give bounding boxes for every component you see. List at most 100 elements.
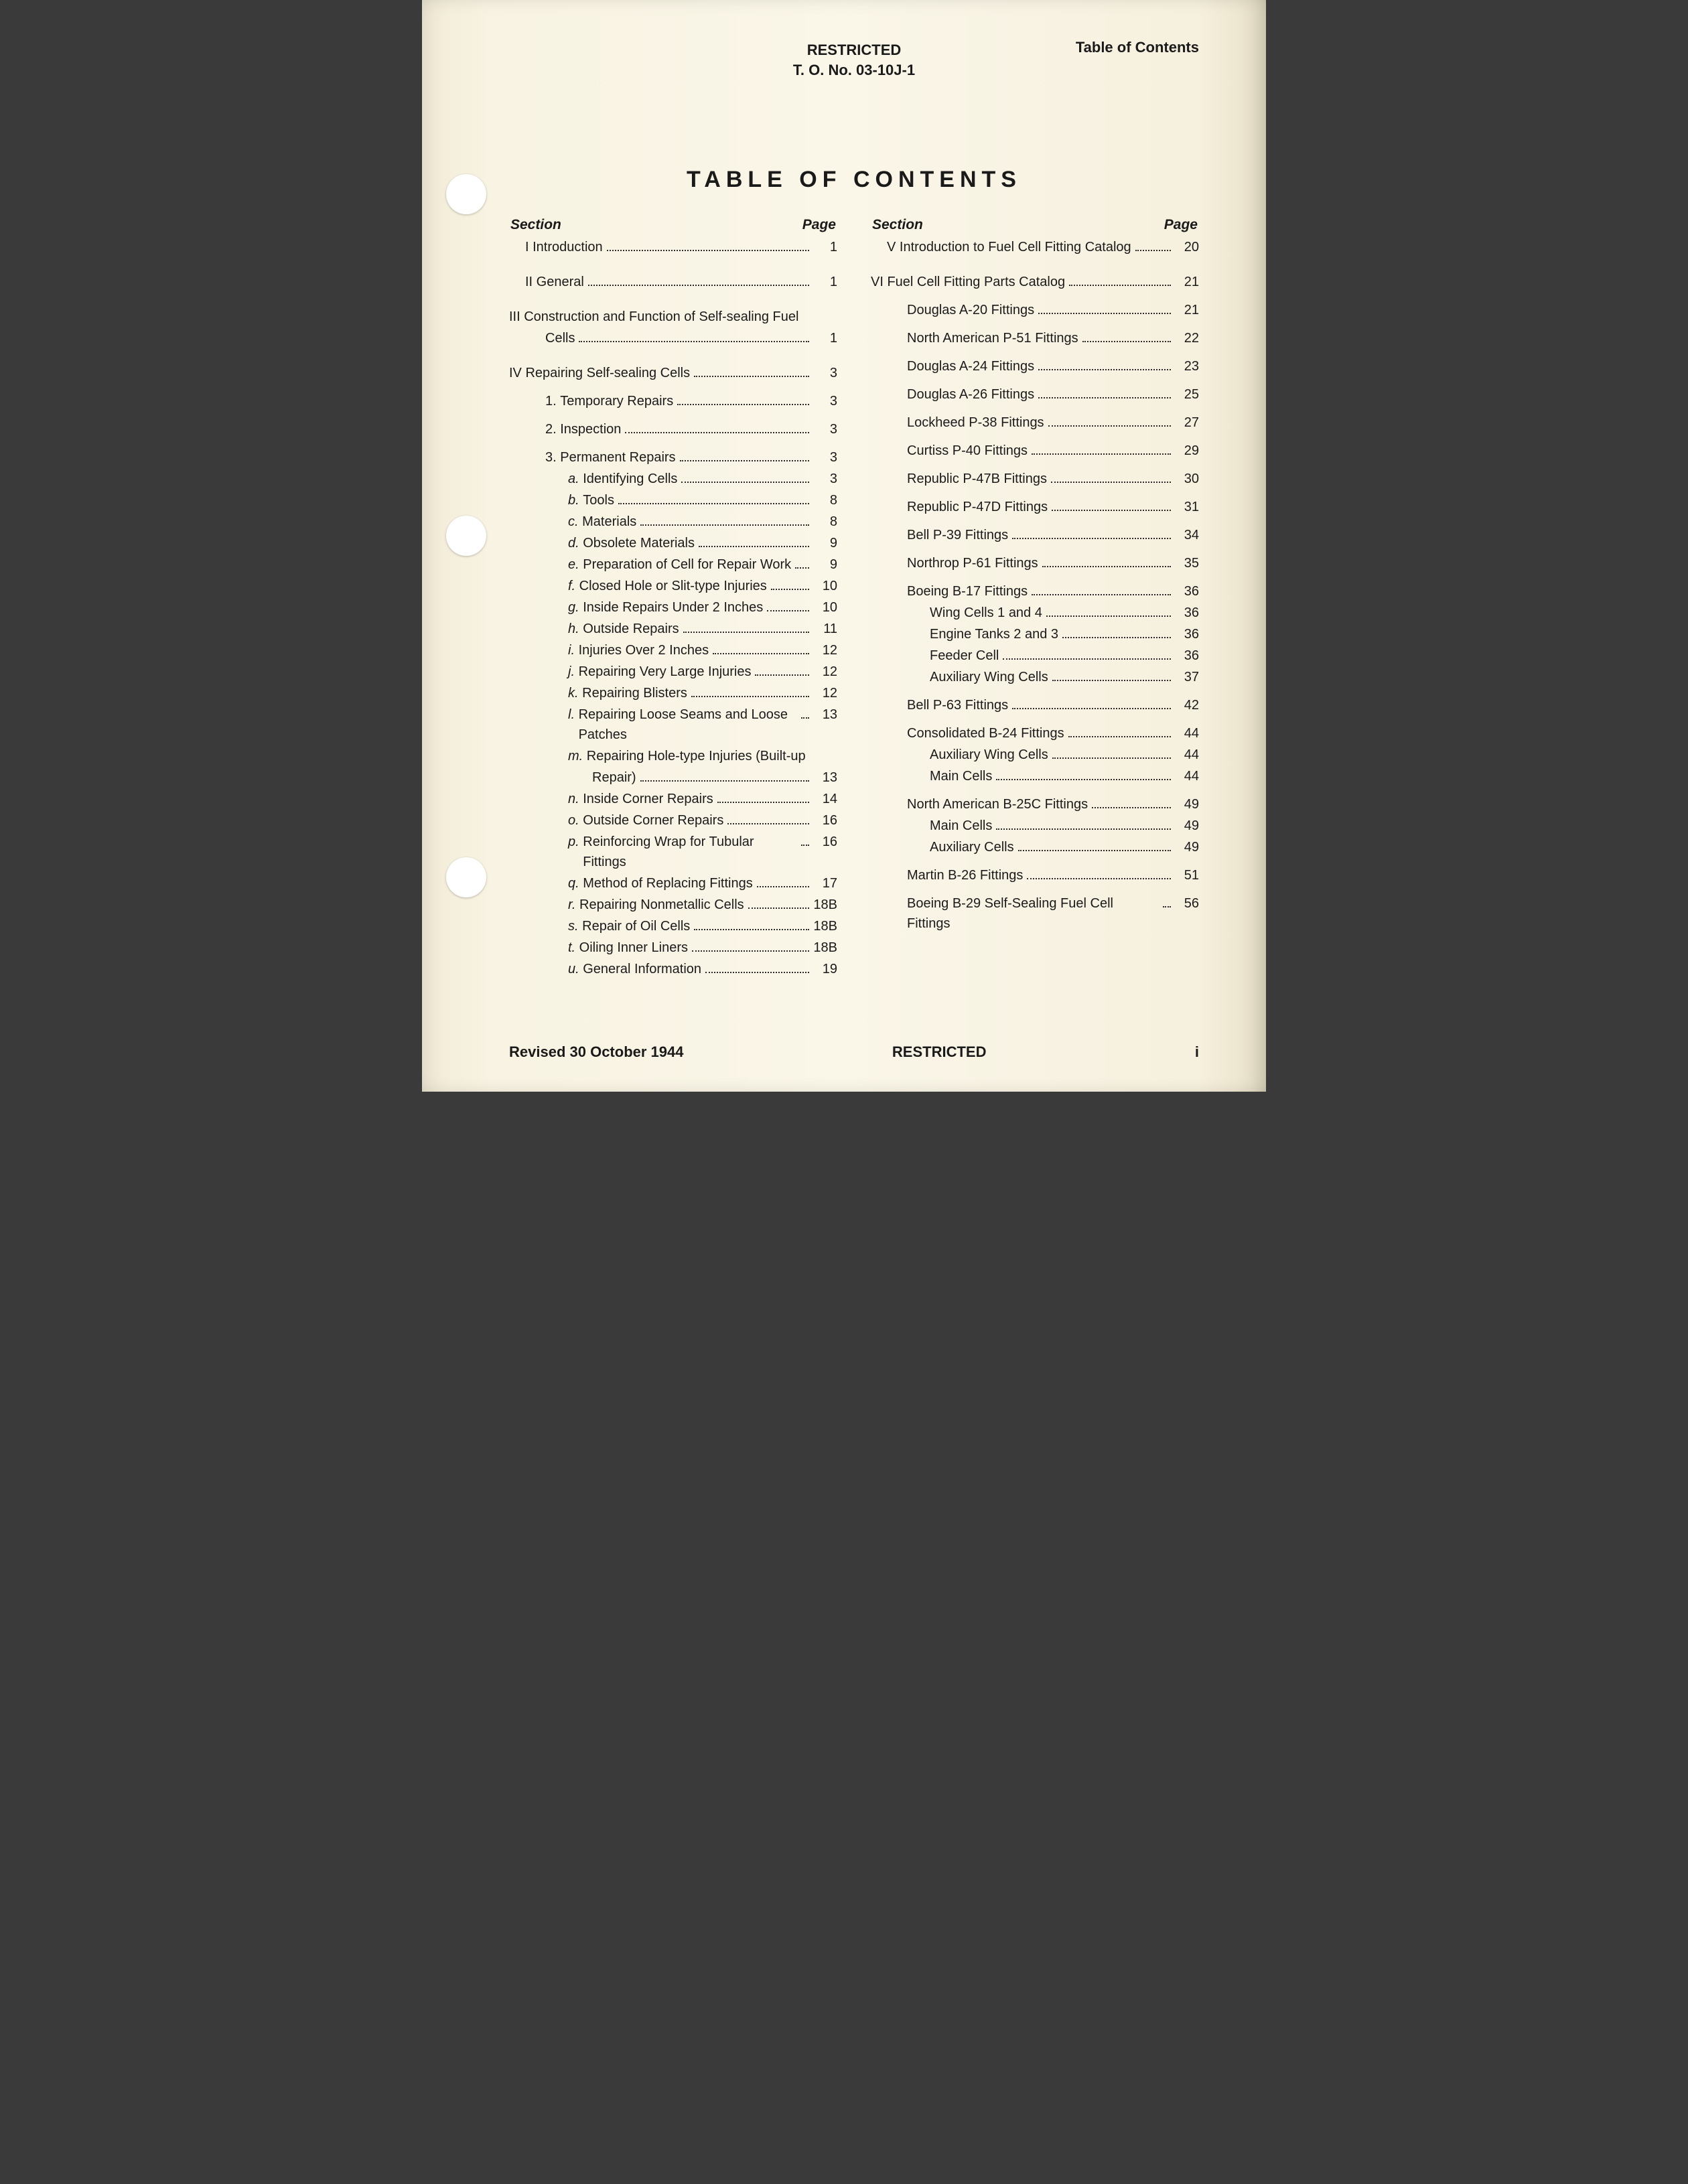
toc-entry-label: Repair of Oil Cells [582,916,690,936]
document-page: RESTRICTED T. O. No. 03-10J-1 Table of C… [422,0,1266,1092]
toc-entry-marker: p. [568,832,583,852]
toc-entry-page: 3 [813,469,837,489]
toc-entry-page: 1 [813,328,837,348]
toc-entry: b. Tools8 [509,490,837,510]
toc-entry: Wing Cells 1 and 436 [871,603,1199,623]
column-header: Section Page [509,217,837,233]
toc-entry: t. Oiling Inner Liners18B [509,938,837,958]
toc-entry-page: 20 [1175,237,1199,257]
leader-dots [1003,646,1171,660]
footer-page-number: i [1195,1043,1199,1061]
leader-dots [767,598,809,611]
toc-entry-marker: e. [568,555,583,575]
toc-entry: II General1 [509,272,837,292]
toc-entry-label: Repair) [592,768,636,788]
leader-dots [607,238,809,251]
toc-entry-page: 22 [1175,328,1199,348]
toc-entry-label: Permanent Repairs [560,447,675,467]
spacer [871,259,1199,271]
toc-entry-label: Bell P-63 Fittings [907,695,1008,715]
spacer [871,518,1199,524]
toc-entry-page: 18B [813,895,837,915]
toc-entry-label: General Information [583,959,701,979]
column-header-section: Section [872,217,923,233]
toc-entry-page: 8 [813,490,837,510]
toc-entry-label: Inside Repairs Under 2 Inches [583,597,763,617]
toc-entry: Auxiliary Wing Cells37 [871,667,1199,687]
toc-entry: Auxiliary Wing Cells44 [871,745,1199,765]
punch-hole [446,857,486,897]
toc-entry: Douglas A-20 Fittings21 [871,300,1199,320]
leader-dots [1038,357,1171,370]
leader-dots [588,273,809,286]
toc-entry-label: Engine Tanks 2 and 3 [930,624,1058,644]
toc-entry-page: 34 [1175,525,1199,545]
toc-entry-page: 37 [1175,667,1199,687]
toc-entry-page: 3 [813,419,837,439]
spacer [871,321,1199,327]
leader-dots [1082,329,1171,342]
toc-entry-marker: u. [568,959,583,979]
leader-dots [748,895,809,909]
toc-entry-page: 10 [813,576,837,596]
toc-entry-label: Method of Replacing Fittings [583,873,752,893]
leader-dots [1018,838,1171,851]
toc-entry: Martin B-26 Fittings51 [871,865,1199,885]
toc-entry: Douglas A-26 Fittings25 [871,384,1199,405]
toc-entry: Cells 1 [509,328,837,348]
leader-dots [1052,668,1171,681]
toc-entry: 2. Inspection3 [509,419,837,439]
toc-entry-label: Fuel Cell Fitting Parts Catalog [887,272,1065,292]
toc-entry-page: 23 [1175,356,1199,376]
leader-dots [801,832,809,846]
leader-dots [1069,273,1171,286]
spacer [871,462,1199,467]
toc-entry: 3. Permanent Repairs3 [509,447,837,467]
toc-entry: Main Cells44 [871,766,1199,786]
toc-entry-marker: I [525,237,533,257]
toc-entry-page: 16 [813,832,837,852]
toc-entry-marker: j. [568,662,579,682]
leader-dots [801,705,809,719]
leader-dots [1038,385,1171,398]
leader-dots [1163,894,1171,907]
toc-entry-marker: l. [568,705,579,725]
toc-entry-marker: s. [568,916,582,936]
leader-dots [1038,301,1171,314]
spacer [509,259,837,271]
toc-entry-marker: o. [568,810,583,830]
spacer [871,350,1199,355]
toc-entry: North American P-51 Fittings22 [871,328,1199,348]
toc-left-column: Section Page I Introduction1II General1I… [509,217,837,980]
toc-entry-label: Construction and Function of Self-sealin… [524,307,798,327]
spacer [509,384,837,390]
toc-entry: e. Preparation of Cell for Repair Work9 [509,555,837,575]
toc-entry: n. Inside Corner Repairs14 [509,789,837,809]
toc-entry: d. Obsolete Materials9 [509,533,837,553]
toc-entry-page: 16 [813,810,837,830]
leader-dots [755,662,809,676]
toc-entry-page: 10 [813,597,837,617]
toc-entry: j. Repairing Very Large Injuries12 [509,662,837,682]
toc-entry: l. Repairing Loose Seams and Loose Patch… [509,705,837,745]
spacer [509,293,837,305]
toc-entry: North American B-25C Fittings49 [871,794,1199,814]
toc-entry-label: Feeder Cell [930,646,999,666]
spacer [871,293,1199,299]
toc-entry-page: 30 [1175,469,1199,489]
leader-dots [640,768,809,782]
toc-columns: Section Page I Introduction1II General1I… [509,217,1199,980]
footer-restricted: RESTRICTED [892,1043,987,1061]
toc-entry-label: Cells [545,328,575,348]
toc-entry-marker: II [525,272,537,292]
leader-dots [1052,745,1171,759]
toc-entry-page: 44 [1175,766,1199,786]
toc-entry-page: 36 [1175,581,1199,601]
toc-entry-label: Outside Corner Repairs [583,810,723,830]
toc-entry: o. Outside Corner Repairs 16 [509,810,837,830]
toc-entry-label: Repairing Very Large Injuries [579,662,752,682]
column-header-page: Page [1164,217,1198,233]
footer: Revised 30 October 1944 RESTRICTED i [509,1043,1199,1061]
toc-entry-page: 25 [1175,384,1199,405]
toc-entry-label: Curtiss P-40 Fittings [907,441,1028,461]
